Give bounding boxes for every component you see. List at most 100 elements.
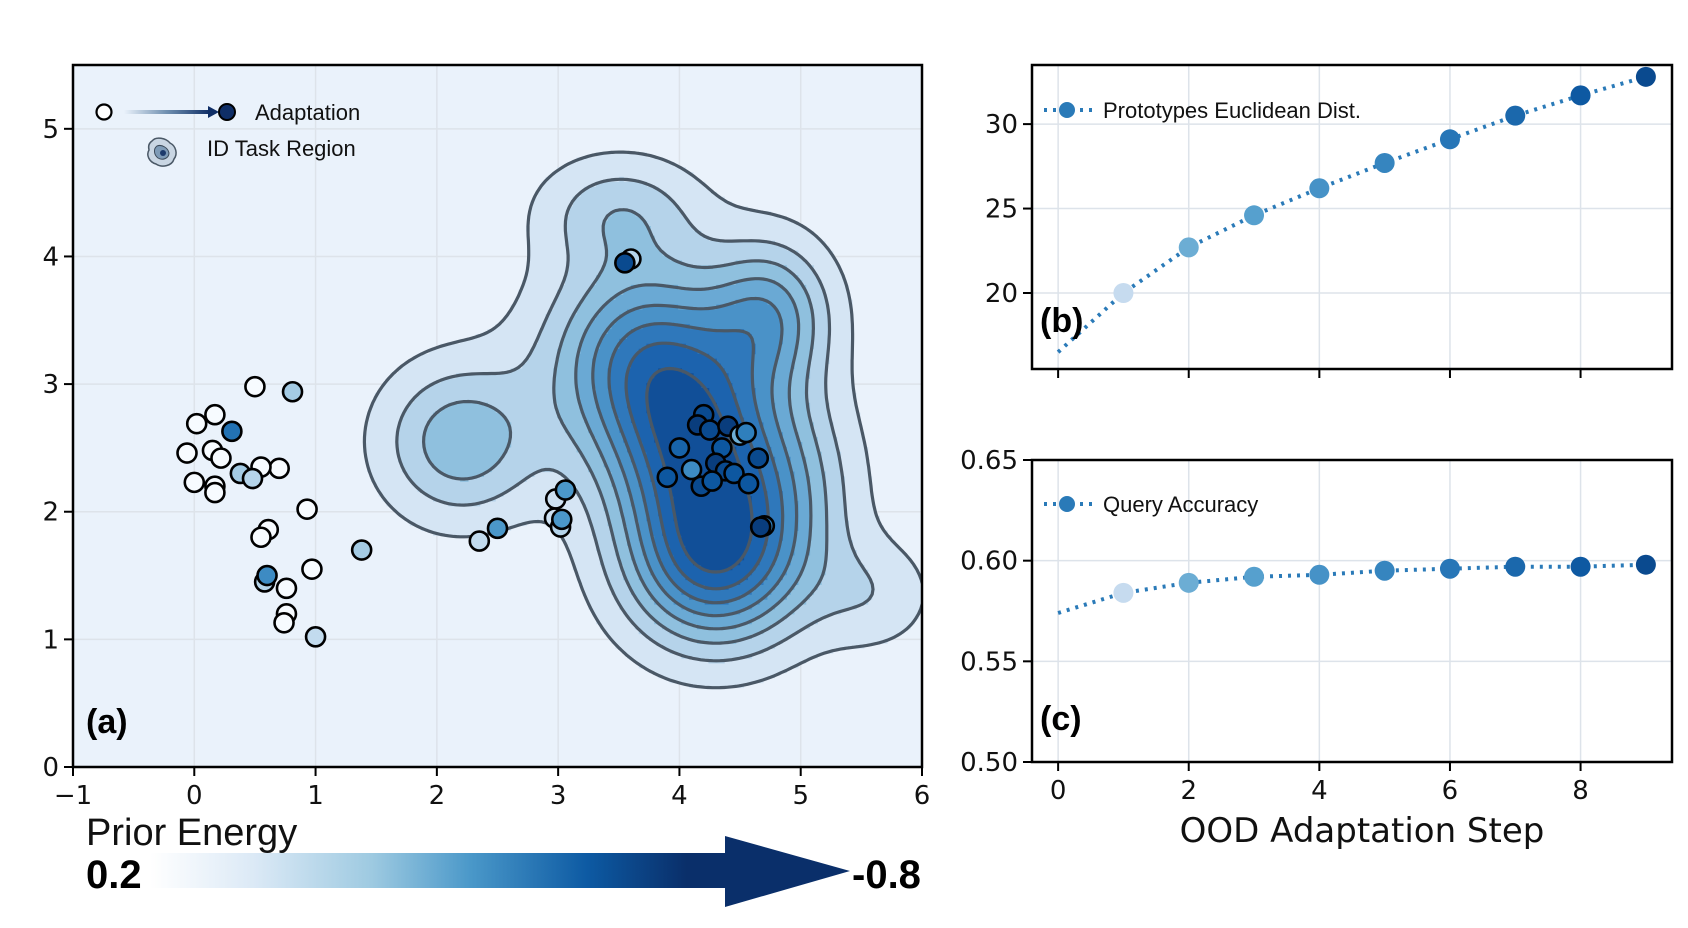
colorbar-min-label: 0.2	[86, 853, 142, 897]
y-tick-label: 1	[42, 625, 59, 655]
scatter-point	[735, 421, 757, 444]
y-tick-label: 3	[42, 370, 59, 400]
y-tick-label: 0.60	[960, 547, 1018, 577]
panel-a-x-ticks: −1 0 1 2 3 4 5 6	[54, 767, 930, 811]
series-marker	[1309, 564, 1330, 585]
series-marker	[1113, 582, 1134, 603]
series-marker	[1244, 205, 1265, 226]
colorbar-gradient-bar	[150, 853, 733, 888]
panel-c-y-ticks: 0.50 0.55 0.60 0.65	[960, 446, 1032, 778]
series-marker	[1505, 556, 1526, 577]
series-line	[1056, 74, 1647, 354]
panel-b-frame	[1030, 63, 1674, 371]
panel-b-background	[1032, 65, 1672, 369]
x-tick-label: 2	[429, 781, 446, 811]
panel-a-frame	[71, 63, 924, 769]
scatter-point	[281, 380, 304, 403]
scatter-point	[185, 412, 208, 435]
legend-label-id-task-region: ID Task Region	[207, 136, 356, 161]
x-tick-label: 5	[792, 781, 809, 811]
scatter-point	[273, 611, 295, 634]
scatter-point	[256, 564, 278, 587]
scatter-point	[210, 447, 232, 469]
scatter-points	[176, 248, 776, 648]
x-tick-label: 6	[1442, 776, 1459, 806]
density-contour-line	[574, 277, 813, 631]
scatter-point	[737, 472, 760, 495]
legend-label-query-accuracy: Query Accuracy	[1103, 492, 1258, 517]
scatter-point	[614, 252, 636, 274]
density-contour-line	[591, 296, 799, 618]
series-marker	[1439, 558, 1460, 579]
series-marker	[1570, 556, 1591, 577]
legend-label-prototypes-dist: Prototypes Euclidean Dist.	[1103, 98, 1361, 123]
series-marker	[1244, 566, 1265, 587]
x-tick-label: 3	[550, 781, 567, 811]
panel-c-frame	[1030, 458, 1674, 764]
x-axis-title: OOD Adaptation Step	[1180, 811, 1545, 851]
legend-marker	[1059, 102, 1075, 118]
series-marker	[1635, 66, 1656, 87]
panel-c-legend: Query Accuracy	[1044, 492, 1258, 517]
y-tick-label: 4	[42, 242, 59, 272]
scatter-point	[749, 516, 772, 538]
scatter-point	[468, 530, 491, 552]
density-contour-line	[362, 150, 922, 690]
panel-a-y-ticks: 0 1 2 3 4 5	[42, 115, 73, 783]
scatter-point	[350, 539, 373, 561]
y-tick-label: 5	[42, 115, 59, 145]
panel-b-grid	[1032, 65, 1672, 369]
scatter-point	[183, 471, 206, 494]
y-tick-label: 0.65	[960, 446, 1018, 476]
panel-label-c: (c)	[1040, 700, 1082, 738]
panel-b-y-ticks: 20 25 30	[985, 110, 1032, 309]
scatter-point	[296, 498, 318, 520]
panel-c-series	[1057, 554, 1656, 615]
colorbar-title: Prior Energy	[86, 812, 297, 854]
panel-b-legend: Prototypes Euclidean Dist.	[1044, 98, 1361, 123]
x-tick-label: 4	[1311, 776, 1328, 806]
series-marker	[1374, 152, 1395, 173]
panel-b-line-chart: 20 25 30 Prototypes Euclidean Dist. (b)	[985, 63, 1674, 378]
prior-energy-colorbar: Prior Energy 0.2 -0.8	[86, 812, 921, 907]
x-tick-label: 4	[671, 781, 688, 811]
scatter-point	[244, 375, 266, 398]
series-marker	[1178, 237, 1199, 258]
legend-arrow-head-icon	[208, 106, 219, 118]
series-marker	[1635, 554, 1656, 575]
series-marker	[1374, 560, 1395, 581]
legend-label-adaptation: Adaptation	[255, 100, 360, 125]
scatter-point	[204, 481, 226, 504]
x-tick-label: 6	[914, 781, 931, 811]
y-tick-label: 20	[985, 279, 1018, 309]
scatter-point	[701, 470, 723, 492]
scatter-point	[304, 626, 327, 648]
scatter-point	[723, 462, 745, 485]
scatter-point	[204, 403, 226, 426]
series-marker	[1113, 283, 1134, 303]
legend-adaptation-arrow	[124, 110, 210, 114]
x-tick-label: 0	[1050, 776, 1067, 806]
scatter-point	[275, 577, 298, 600]
scatter-point	[550, 508, 573, 531]
y-tick-label: 0.50	[960, 748, 1018, 778]
x-tick-label: 0	[186, 781, 203, 811]
series-marker	[1309, 178, 1330, 199]
y-tick-label: 25	[985, 195, 1018, 225]
density-contour-line	[607, 322, 785, 605]
density-contour-line	[624, 341, 770, 591]
scatter-point	[268, 457, 290, 480]
x-tick-label: 2	[1180, 776, 1197, 806]
panel-c-x-ticks: 0 2 4 6 8	[1050, 762, 1589, 806]
density-blob-icon	[147, 137, 177, 167]
x-tick-label: 1	[307, 781, 324, 811]
series-line	[1057, 562, 1646, 615]
panel-b-series	[1056, 66, 1656, 354]
id-task-region-density	[362, 150, 922, 690]
y-tick-label: 0.55	[960, 647, 1018, 677]
y-tick-label: 2	[42, 498, 59, 528]
series-marker	[1439, 129, 1460, 150]
scatter-point	[668, 437, 691, 459]
